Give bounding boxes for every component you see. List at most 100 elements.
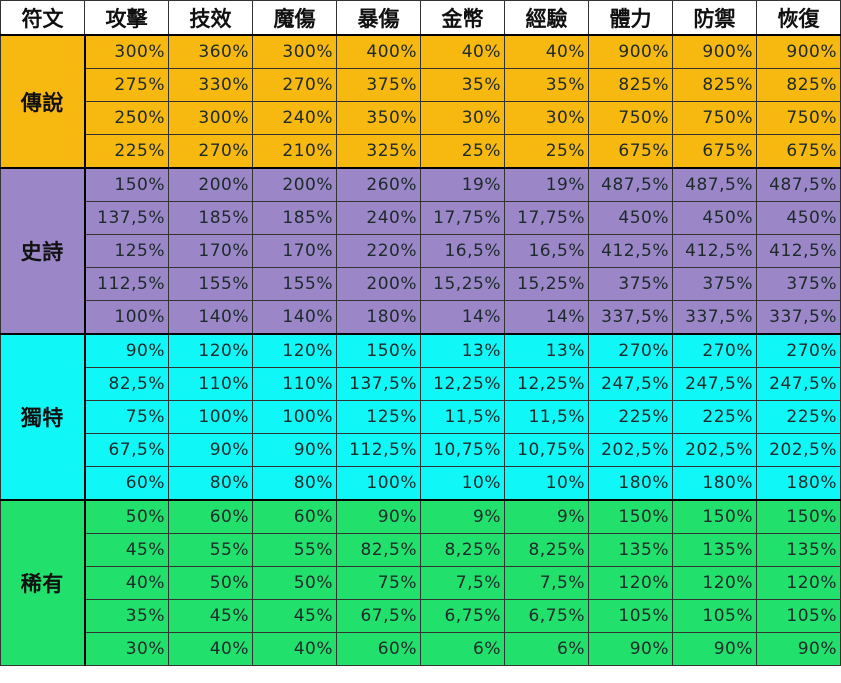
value-cell: 330%: [168, 68, 253, 102]
value-cell: 487,5%: [588, 167, 673, 202]
table-row: 112,5% 155% 155% 200% 15,25% 15,25% 375% 375% 37…: [0, 267, 841, 301]
table-row: 35% 45% 45% 67,5% 6,75% 6,75% 105% 105% 105%: [0, 599, 841, 633]
value-cell: 270%: [756, 333, 841, 368]
value-cell: 100%: [336, 466, 421, 501]
table-row: 100% 140% 140% 180% 14% 14% 337,5% 337,5% 337,5%: [0, 300, 841, 335]
value-cell: 270%: [252, 68, 337, 102]
column-header: 金幣: [420, 0, 505, 36]
value-cell: 13%: [420, 333, 505, 368]
value-cell: 30%: [84, 632, 169, 666]
value-cell: 135%: [588, 533, 673, 567]
value-cell: 360%: [168, 34, 253, 69]
value-cell: 900%: [756, 34, 841, 69]
value-cell: 11,5%: [420, 400, 505, 434]
column-header: 技效: [168, 0, 253, 36]
value-cell: 337,5%: [672, 300, 757, 335]
value-cell: 40%: [252, 632, 337, 666]
value-cell: 150%: [336, 333, 421, 368]
value-cell: 105%: [672, 599, 757, 633]
value-cell: 14%: [420, 300, 505, 335]
value-cell: 90%: [252, 433, 337, 467]
rune-stats-table: 符文 攻擊 技效 魔傷 暴傷 金幣 經驗 體力 防禦 恢復 傳說 300% 360% 300% 400% 4…: [0, 0, 841, 666]
value-cell: 120%: [672, 566, 757, 600]
table-row: 250% 300% 240% 350% 30% 30% 750% 750% 750%: [0, 101, 841, 135]
value-cell: 12,25%: [504, 367, 589, 401]
value-cell: 10,75%: [420, 433, 505, 467]
value-cell: 300%: [84, 34, 169, 69]
value-cell: 40%: [84, 566, 169, 600]
value-cell: 270%: [168, 134, 253, 169]
value-cell: 17,75%: [420, 201, 505, 235]
value-cell: 675%: [588, 134, 673, 169]
value-cell: 247,5%: [672, 367, 757, 401]
value-cell: 112,5%: [84, 267, 169, 301]
value-cell: 247,5%: [756, 367, 841, 401]
value-cell: 200%: [168, 167, 253, 202]
value-cell: 412,5%: [588, 234, 673, 268]
value-cell: 210%: [252, 134, 337, 169]
value-cell: 55%: [252, 533, 337, 567]
value-cell: 82,5%: [336, 533, 421, 567]
value-cell: 202,5%: [588, 433, 673, 467]
value-cell: 155%: [252, 267, 337, 301]
value-cell: 82,5%: [84, 367, 169, 401]
value-cell: 112,5%: [336, 433, 421, 467]
value-cell: 125%: [84, 234, 169, 268]
value-cell: 35%: [84, 599, 169, 633]
value-cell: 270%: [672, 333, 757, 368]
value-cell: 140%: [168, 300, 253, 335]
value-cell: 90%: [672, 632, 757, 666]
value-cell: 825%: [588, 68, 673, 102]
table-row: 傳說 300% 360% 300% 400% 40% 40% 900% 900% 900%: [0, 34, 841, 169]
value-cell: 137,5%: [84, 201, 169, 235]
value-cell: 50%: [84, 499, 169, 534]
value-cell: 75%: [84, 400, 169, 434]
value-cell: 202,5%: [672, 433, 757, 467]
value-cell: 45%: [252, 599, 337, 633]
value-cell: 250%: [84, 101, 169, 135]
value-cell: 7,5%: [504, 566, 589, 600]
column-header: 經驗: [504, 0, 589, 36]
table-row: 30% 40% 40% 60% 6% 6% 90% 90% 90%: [0, 632, 841, 666]
table-row: 125% 170% 170% 220% 16,5% 16,5% 412,5% 412,5% 41…: [0, 234, 841, 268]
value-cell: 45%: [84, 533, 169, 567]
value-cell: 375%: [756, 267, 841, 301]
value-cell: 450%: [672, 201, 757, 235]
table-row: 40% 50% 50% 75% 7,5% 7,5% 120% 120% 120%: [0, 566, 841, 600]
value-cell: 105%: [588, 599, 673, 633]
value-cell: 40%: [420, 34, 505, 69]
tier-label: 獨特: [0, 333, 86, 501]
value-cell: 350%: [336, 101, 421, 135]
value-cell: 30%: [504, 101, 589, 135]
value-cell: 15,25%: [420, 267, 505, 301]
value-cell: 120%: [756, 566, 841, 600]
value-cell: 240%: [252, 101, 337, 135]
value-cell: 220%: [336, 234, 421, 268]
value-cell: 9%: [504, 499, 589, 534]
value-cell: 30%: [420, 101, 505, 135]
value-cell: 50%: [252, 566, 337, 600]
value-cell: 275%: [84, 68, 169, 102]
value-cell: 135%: [672, 533, 757, 567]
value-cell: 60%: [168, 499, 253, 534]
column-header: 體力: [588, 0, 673, 36]
value-cell: 137,5%: [336, 367, 421, 401]
value-cell: 125%: [336, 400, 421, 434]
value-cell: 185%: [168, 201, 253, 235]
value-cell: 7,5%: [420, 566, 505, 600]
value-cell: 75%: [336, 566, 421, 600]
value-cell: 180%: [588, 466, 673, 501]
value-cell: 15,25%: [504, 267, 589, 301]
value-cell: 150%: [588, 499, 673, 534]
value-cell: 6%: [504, 632, 589, 666]
column-header: 符文: [0, 0, 85, 36]
value-cell: 6,75%: [504, 599, 589, 633]
value-cell: 412,5%: [756, 234, 841, 268]
value-cell: 90%: [756, 632, 841, 666]
value-cell: 180%: [756, 466, 841, 501]
value-cell: 12,25%: [420, 367, 505, 401]
value-cell: 35%: [420, 68, 505, 102]
column-header: 防禦: [672, 0, 757, 36]
value-cell: 10%: [504, 466, 589, 501]
value-cell: 80%: [252, 466, 337, 501]
